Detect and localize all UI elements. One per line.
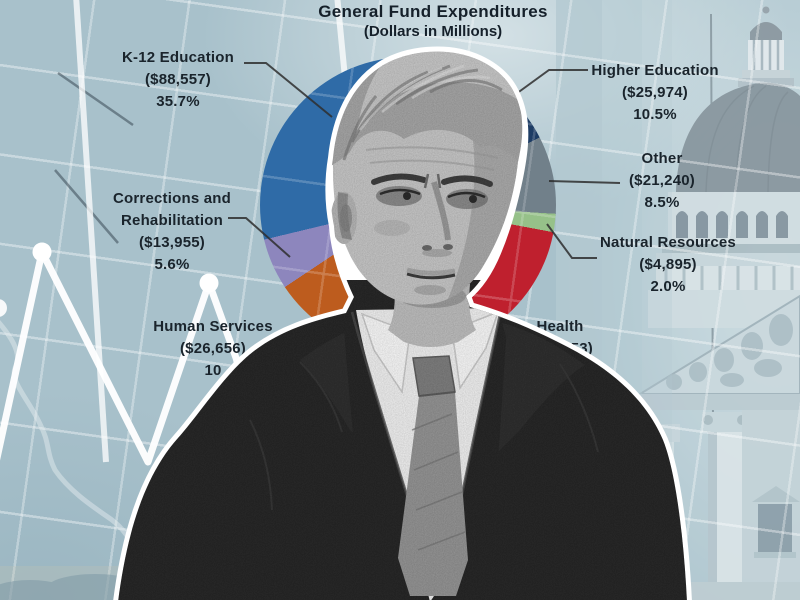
label-other: Other ($21,240) 8.5%	[628, 150, 695, 211]
label-higher-education: Higher Education ($25,974) 10.5%	[591, 62, 719, 123]
label-health: Health ($47,053)	[526, 318, 593, 357]
chart-subtitle: (Dollars in Millions)	[363, 23, 503, 40]
chart-title-block: General Fund Expenditures (Dollars in Mi…	[283, 2, 583, 41]
label-human-services: Human Services ($26,656) 10	[153, 318, 273, 379]
pie-grid-overlay	[260, 57, 556, 353]
chart-title: General Fund Expenditures	[318, 2, 548, 21]
label-k12-education: K-12 Education ($88,557) 35.7%	[122, 49, 234, 110]
label-corrections: Corrections and Rehabilitation ($13,955)…	[112, 190, 232, 273]
label-natural-resources: Natural Resources ($4,895) 2.0%	[600, 234, 736, 295]
